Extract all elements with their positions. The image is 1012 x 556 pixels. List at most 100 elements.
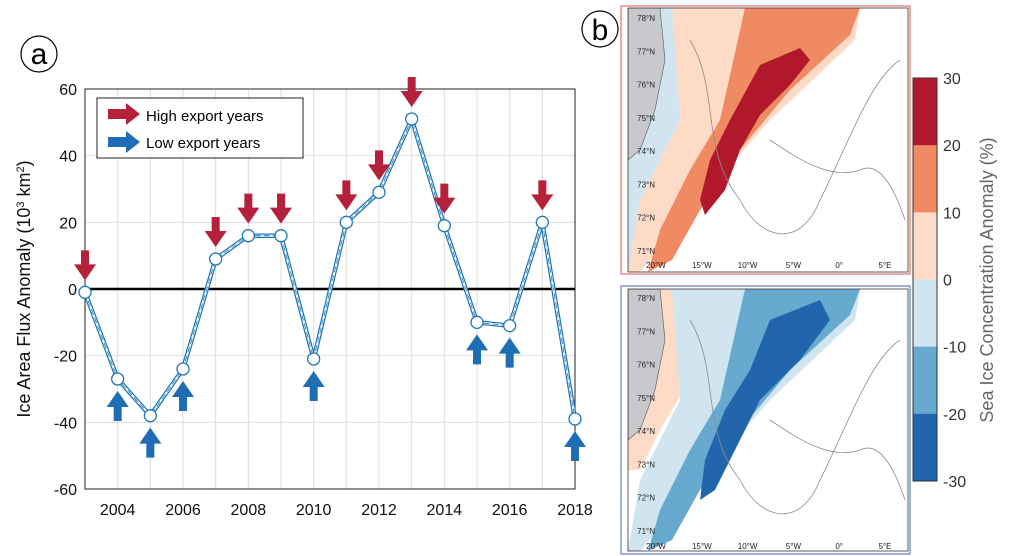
series-line xyxy=(82,112,578,420)
low-lat-label: 72°N xyxy=(637,494,655,503)
low-export-map: 78°N 77°N 76°N 75°N 74°N 73°N 72°N 71°N 20°W 15°… xyxy=(620,285,911,555)
colorbar-ticks: 30 20 10 0 -10 -20 -30 xyxy=(943,71,966,491)
low-map-lon-labels: 20°W 15°W 10°W 5°W 0° 5°E xyxy=(646,542,891,551)
colorbar-block xyxy=(913,346,937,415)
low-map-moderate-negative-region xyxy=(648,289,860,551)
x-tick-label: 2008 xyxy=(231,502,267,519)
high-map-border xyxy=(627,7,909,273)
low-lat-label: 78°N xyxy=(637,294,655,303)
low-map-lat-labels: 78°N 77°N 76°N 75°N 74°N 73°N 72°N 71°N xyxy=(637,294,655,536)
high-export-arrow-icon xyxy=(204,217,227,247)
high-lat-label: 73°N xyxy=(637,180,655,189)
high-lat-label: 72°N xyxy=(637,214,655,223)
low-export-arrow-icon xyxy=(302,371,325,401)
high-lon-label: 0° xyxy=(835,261,843,270)
data-point xyxy=(241,229,255,243)
data-point xyxy=(143,409,157,423)
colorbar-block xyxy=(913,413,937,482)
high-map-contour-2 xyxy=(769,139,906,221)
low-lon-label: 0° xyxy=(835,542,843,551)
high-export-arrow-icon xyxy=(335,180,358,211)
low-map-contour-2 xyxy=(769,419,906,501)
y-axis-label-part: 3 xyxy=(15,201,27,207)
data-point xyxy=(176,362,190,376)
x-tick-label: 2016 xyxy=(492,502,528,519)
high-lon-label: 5°W xyxy=(786,261,802,270)
high-export-arrow-icon xyxy=(74,250,96,281)
colorbar-tick-label: 20 xyxy=(943,138,961,155)
flux-series xyxy=(78,112,582,426)
data-point xyxy=(568,412,582,426)
high-map-contour xyxy=(689,39,901,235)
y-tick-label: 60 xyxy=(59,82,77,99)
high-lat-label: 76°N xyxy=(637,81,655,90)
high-map-strong-positive-region xyxy=(700,48,810,215)
high-map-land xyxy=(628,8,666,161)
panel-b-circle xyxy=(581,10,619,48)
legend: High export years Low export years xyxy=(96,97,304,159)
low-lat-label: 73°N xyxy=(637,460,655,469)
x-axis: 2004 2006 2008 2010 2012 2014 2016 2018 xyxy=(100,502,593,519)
colorbar-block xyxy=(913,212,937,280)
x-tick-label: 2004 xyxy=(100,502,136,519)
legend-low-arrow-icon xyxy=(108,131,140,153)
data-point xyxy=(470,315,484,329)
x-tick-label: 2010 xyxy=(296,502,332,519)
high-lon-label: 20°W xyxy=(646,261,666,270)
data-point xyxy=(372,185,386,199)
high-lon-label: 10°W xyxy=(738,261,758,270)
colorbar: 30 20 10 0 -10 -20 -30 Sea Ice Concentration A… xyxy=(912,71,997,491)
low-lon-label: 15°W xyxy=(692,542,712,551)
data-point xyxy=(405,112,419,126)
low-export-arrow-icon xyxy=(466,334,488,365)
legend-high-arrow-icon xyxy=(108,103,140,125)
y-tick-label: -20 xyxy=(54,349,77,366)
colorbar-block xyxy=(913,279,937,348)
low-export-arrow-icon xyxy=(172,381,194,411)
low-lat-label: 74°N xyxy=(637,427,655,436)
high-map-lat-labels: 78°N 77°N 76°N 75°N 74°N 73°N 72°N 71°N xyxy=(637,14,655,256)
low-export-arrow-icon xyxy=(139,427,162,458)
y-axis-label-part: ) xyxy=(14,160,34,166)
data-point xyxy=(503,319,517,333)
y-axis-label: Ice Area Flux Anomaly (103 km2) xyxy=(14,160,34,417)
data-point xyxy=(274,229,288,243)
y-tick-label: 20 xyxy=(59,215,77,232)
high-map-moderate-positive-region xyxy=(648,8,860,272)
colorbar-label: Sea Ice Concentration Anomaly (%) xyxy=(977,137,997,422)
y-axis-label-part: km xyxy=(14,172,34,201)
high-lat-label: 78°N xyxy=(637,14,655,23)
high-export-arrow-icon xyxy=(433,183,456,214)
y-tick-label: -40 xyxy=(54,415,77,432)
low-lon-label: 5°E xyxy=(879,542,892,551)
high-lon-label: 15°W xyxy=(692,261,712,270)
export-arrows xyxy=(74,77,586,461)
low-export-arrow-icon xyxy=(564,431,586,461)
low-lon-label: 10°W xyxy=(738,542,758,551)
low-lon-label: 20°W xyxy=(646,542,666,551)
colorbar-block xyxy=(913,78,937,146)
colorbar-tick-label: -30 xyxy=(943,474,966,491)
y-axis: 60 40 20 0 -20 -40 -60 xyxy=(54,82,77,499)
data-point xyxy=(111,372,125,386)
high-export-arrow-icon xyxy=(368,150,390,181)
high-export-arrow-icon xyxy=(531,180,554,211)
colorbar-blocks xyxy=(913,78,937,482)
y-axis-label-part: Ice Area Flux Anomaly (10 xyxy=(14,208,34,418)
legend-high-label: High export years xyxy=(146,108,264,125)
low-export-arrow-icon xyxy=(106,391,129,421)
data-point xyxy=(339,215,353,229)
colorbar-block xyxy=(913,145,937,213)
x-tick-label: 2006 xyxy=(165,502,201,519)
y-axis-label-part: 2 xyxy=(15,166,27,172)
high-export-arrow-icon xyxy=(270,193,292,224)
low-lat-label: 77°N xyxy=(637,327,655,336)
low-map-border xyxy=(627,288,909,552)
low-lon-label: 5°W xyxy=(786,542,802,551)
low-lat-label: 76°N xyxy=(637,361,655,370)
data-point xyxy=(535,215,549,229)
panel-a-circle xyxy=(20,35,58,73)
low-map-land xyxy=(628,289,666,441)
